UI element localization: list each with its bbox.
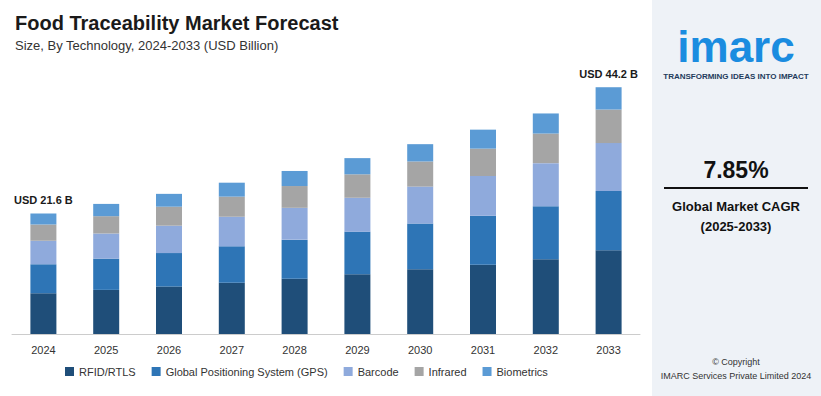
- svg-text:Global Market CAGR: Global Market CAGR: [672, 199, 800, 214]
- svg-text:2025: 2025: [94, 344, 118, 356]
- svg-text:USD 44.2 B: USD 44.2 B: [579, 68, 638, 80]
- svg-text:Barcode: Barcode: [358, 366, 399, 378]
- svg-text:2024: 2024: [31, 344, 55, 356]
- svg-text:Food Traceability Market Forec: Food Traceability Market Forecast: [15, 12, 339, 34]
- svg-text:Global Positioning System (GPS: Global Positioning System (GPS): [166, 366, 328, 378]
- svg-text:2029: 2029: [345, 344, 369, 356]
- svg-text:RFID/RTLS: RFID/RTLS: [79, 366, 136, 378]
- svg-text:2030: 2030: [408, 344, 432, 356]
- svg-text:imarc: imarc: [677, 22, 794, 71]
- svg-text:Infrared: Infrared: [429, 366, 467, 378]
- svg-text:Size, By Technology, 2024-2033: Size, By Technology, 2024-2033 (USD Bill…: [15, 38, 278, 53]
- svg-text:7.85%: 7.85%: [703, 157, 768, 183]
- svg-text:© Copyright: © Copyright: [712, 357, 760, 367]
- svg-text:USD 21.6 B: USD 21.6 B: [14, 194, 73, 206]
- svg-text:IMARC Services Private Limited: IMARC Services Private Limited 2024: [661, 371, 812, 381]
- svg-text:2033: 2033: [596, 344, 620, 356]
- svg-text:(2025-2033): (2025-2033): [701, 219, 772, 234]
- svg-text:2027: 2027: [220, 344, 244, 356]
- svg-text:TRANSFORMING IDEAS INTO IMPACT: TRANSFORMING IDEAS INTO IMPACT: [663, 72, 809, 81]
- svg-text:2032: 2032: [534, 344, 558, 356]
- svg-text:2028: 2028: [282, 344, 306, 356]
- svg-text:Biometrics: Biometrics: [497, 366, 549, 378]
- svg-text:2026: 2026: [157, 344, 181, 356]
- svg-text:2031: 2031: [471, 344, 495, 356]
